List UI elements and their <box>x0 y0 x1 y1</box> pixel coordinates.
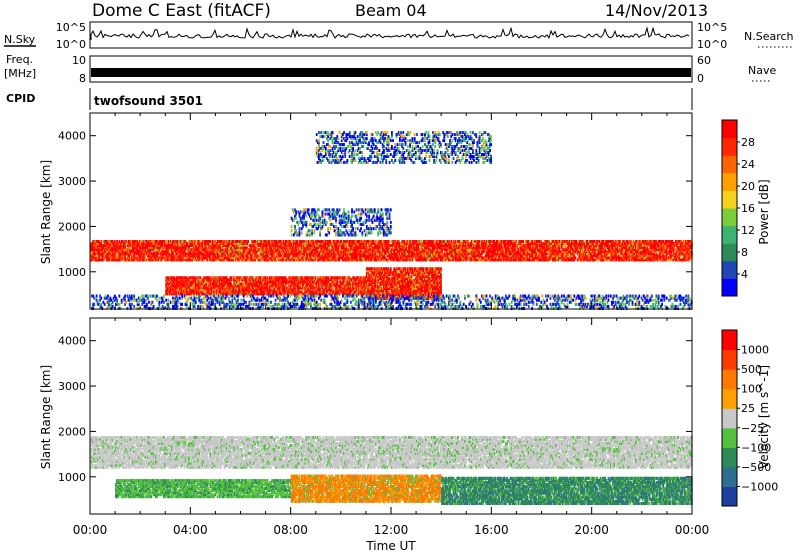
heatmap-cell <box>296 240 298 243</box>
heatmap-cell <box>501 240 503 243</box>
nsearch-tick-top: 10^5 <box>697 21 727 34</box>
heatmap-cell <box>177 240 179 243</box>
heatmap-cell <box>559 240 561 243</box>
heatmap-cell <box>213 290 215 293</box>
heatmap-cell <box>168 240 170 243</box>
nsky-tick-top: 10^5 <box>56 21 86 34</box>
heatmap-cell <box>254 240 256 243</box>
heatmap-cell <box>575 256 577 259</box>
heatmap-cell <box>146 258 148 261</box>
radar-title: Dome C East (fitACF) <box>92 1 271 21</box>
nave-label: Nave <box>748 64 776 77</box>
nave-tick-bottom: 0 <box>697 72 704 85</box>
nsky-tick-bottom: 10^0 <box>56 38 86 51</box>
heatmap-cell <box>389 240 391 243</box>
cpid-value: twofsound 3501 <box>94 94 203 108</box>
heatmap-cell <box>515 240 517 243</box>
heatmap-cell <box>195 276 197 279</box>
cpid-label: CPID <box>6 92 35 105</box>
freq-unit-label: [MHz] <box>4 67 36 80</box>
nave-tick-top: 60 <box>697 54 711 67</box>
heatmap-cell <box>200 276 202 279</box>
power-heatmap-cells <box>90 131 693 310</box>
nsearch-tick-bottom: 10^0 <box>697 38 727 51</box>
heatmap-cell <box>165 240 167 243</box>
nsearch-label: N.Search <box>744 30 794 43</box>
freq-strip: Freq. [MHz] 10 8 60 0 Nave <box>4 53 776 85</box>
nsky-label: N.Sky <box>4 33 36 46</box>
freq-tick-bottom: 8 <box>79 72 86 85</box>
freq-label: Freq. <box>6 53 33 66</box>
heatmap-cell <box>448 240 450 243</box>
heatmap-cell <box>230 276 232 279</box>
heatmap-cell <box>308 240 310 243</box>
freq-tick-top: 10 <box>72 54 86 67</box>
heatmap-cell <box>100 240 102 243</box>
cpid-strip: CPID twofsound 3501 <box>6 88 692 110</box>
heatmap-cell <box>409 240 411 243</box>
date-label: 14/Nov/2013 <box>605 1 708 20</box>
heatmap-cell <box>522 240 524 243</box>
nsky-strip: N.Sky 10^5 10^0 10^5 10^0 N.Search <box>4 21 794 51</box>
heatmap-cell <box>247 240 249 243</box>
beam-label: Beam 04 <box>355 1 427 20</box>
